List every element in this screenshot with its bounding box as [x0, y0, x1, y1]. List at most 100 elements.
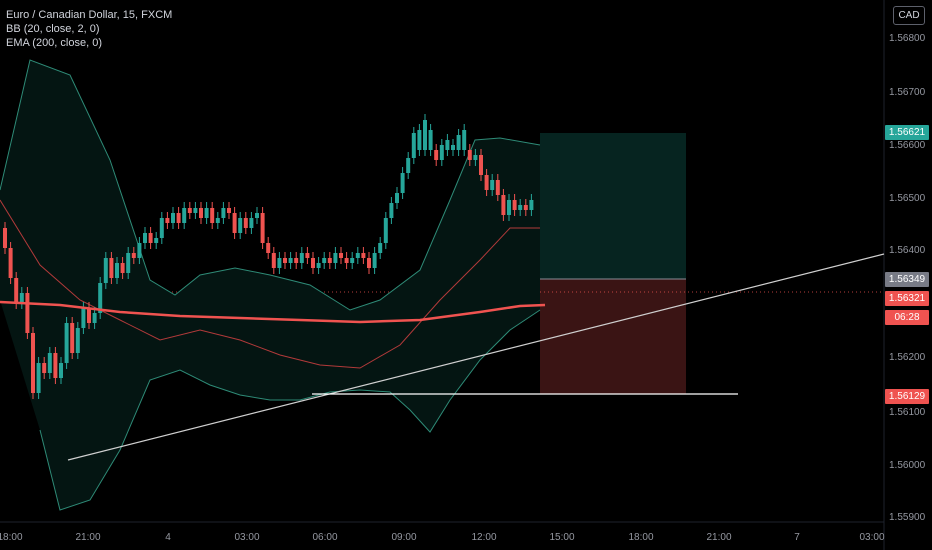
candle-body: [137, 243, 142, 258]
time-label: 21:00: [706, 532, 732, 543]
candle-body: [490, 180, 495, 190]
candle-body: [271, 253, 276, 268]
candle-body: [92, 313, 97, 323]
candle-body: [87, 308, 91, 323]
candle-body: [249, 218, 254, 228]
candle-body: [36, 363, 41, 393]
time-label: 7: [794, 532, 800, 543]
time-label: 21:00: [75, 532, 101, 543]
candle-body: [159, 218, 164, 238]
candle-body: [193, 208, 198, 213]
candle-body: [3, 228, 7, 248]
stop-zone: [540, 279, 686, 394]
candle-body: [389, 203, 394, 218]
candle-body: [333, 253, 338, 263]
candle-body: [238, 218, 243, 233]
trendline: [67, 253, 885, 461]
bollinger-lower-band: [39, 309, 541, 511]
candle-body: [75, 328, 80, 353]
candle-body: [148, 233, 153, 243]
time-label: 03:00: [859, 532, 885, 543]
candle-body: [299, 253, 304, 263]
price-tick: 1.56100: [889, 407, 926, 418]
candle-body: [199, 208, 203, 218]
candle-body: [98, 283, 103, 313]
candle-body: [439, 145, 444, 160]
candle-body: [210, 208, 215, 223]
price-tick: 1.56200: [889, 352, 926, 363]
candle-body: [25, 293, 30, 333]
candle-body: [103, 258, 108, 283]
price-tick: 1.56700: [889, 87, 926, 98]
candle-body: [501, 195, 506, 215]
price-tick: 1.56800: [889, 33, 926, 44]
candle-body: [260, 213, 265, 243]
candle-body: [221, 208, 226, 218]
candle-body: [143, 233, 147, 243]
stop-price-tag: 1.56129: [885, 389, 929, 404]
price-tick: 1.56400: [889, 245, 926, 256]
candle-body: [115, 263, 119, 278]
candle-body: [512, 200, 517, 210]
ema-label[interactable]: EMA (200, close, 0): [6, 37, 102, 49]
candle-body: [288, 258, 293, 263]
candle-body: [406, 158, 411, 173]
candle-body: [451, 145, 455, 150]
candle-body: [204, 208, 209, 218]
time-label: 09:00: [391, 532, 417, 543]
candle-body: [378, 243, 383, 253]
candle-body: [277, 258, 282, 268]
time-label: 18:00: [628, 532, 654, 543]
candle-body: [182, 208, 187, 223]
candle-body: [81, 308, 86, 328]
candle-body: [484, 175, 489, 190]
candle-body: [311, 258, 315, 268]
candle-body: [8, 248, 13, 278]
candle-body: [255, 213, 259, 218]
time-label: 18:00: [0, 532, 23, 543]
candle-body: [355, 253, 360, 258]
symbol-title[interactable]: Euro / Canadian Dollar, 15, FXCM: [6, 9, 173, 21]
currency-selector[interactable]: CAD: [893, 6, 925, 25]
candle-body: [243, 218, 248, 228]
target-price-tag: 1.56621: [885, 125, 929, 140]
candle-body: [434, 150, 439, 160]
candle-body: [305, 253, 310, 258]
candle-body: [187, 208, 192, 213]
candle-body: [462, 130, 467, 150]
current-price-tag: 1.56321: [885, 291, 929, 306]
candle-body: [53, 353, 58, 378]
candle-body: [215, 218, 220, 223]
last-price-tag: 1.56349: [885, 272, 929, 287]
candle-body: [507, 200, 511, 215]
candle-body: [367, 258, 371, 268]
candle-body: [327, 258, 332, 263]
candle-body: [529, 200, 534, 210]
candle-body: [31, 333, 35, 393]
chart-legend: Euro / Canadian Dollar, 15, FXCM BB (20,…: [6, 8, 172, 50]
ema-200-line: [0, 300, 546, 324]
bollinger-band-fill: [0, 60, 540, 510]
bollinger-bands-label[interactable]: BB (20, close, 2, 0): [6, 23, 100, 35]
candle-body: [316, 263, 321, 268]
time-label: 4: [165, 532, 171, 543]
candle-body: [322, 258, 327, 263]
candle-body: [428, 130, 433, 150]
candle-body: [350, 258, 355, 263]
candle-body: [395, 193, 399, 203]
candle-body: [518, 205, 523, 210]
candle-body: [294, 258, 299, 263]
candle-body: [176, 213, 181, 223]
candle-body: [165, 218, 170, 223]
bollinger-basis: [0, 199, 540, 369]
time-label: 06:00: [312, 532, 338, 543]
candle-body: [411, 133, 416, 158]
candle-body: [19, 293, 24, 303]
time-label: 12:00: [471, 532, 497, 543]
candle-body: [445, 140, 450, 150]
candle-body: [227, 208, 231, 213]
candle-body: [131, 253, 136, 258]
candle-body: [171, 213, 175, 223]
price-tick: 1.56000: [889, 460, 926, 471]
